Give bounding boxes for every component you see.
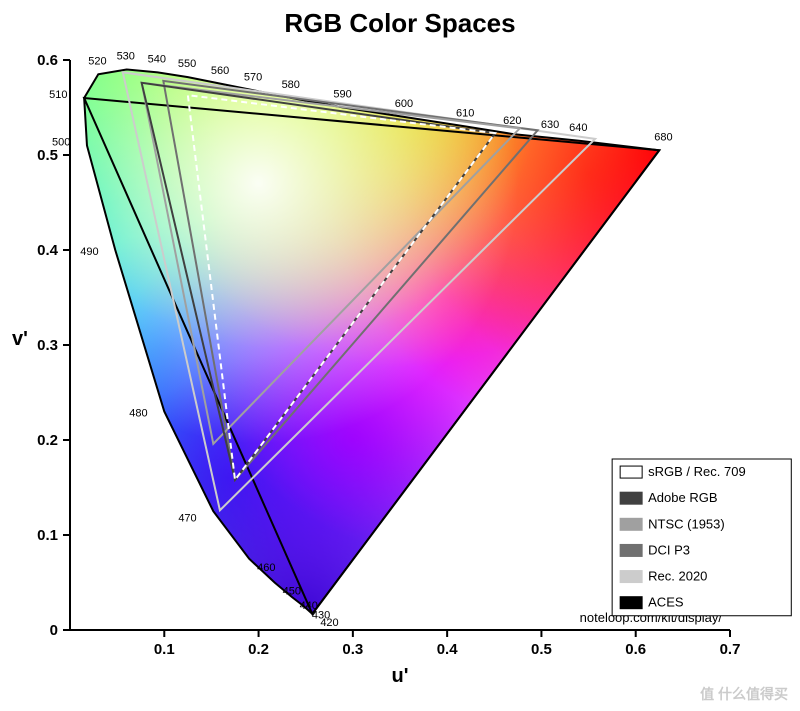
wavelength-label: 590 bbox=[333, 89, 351, 101]
legend-label: Rec. 2020 bbox=[648, 569, 707, 584]
chromaticity-chart: RGB Color Spaces420430440450460470480490… bbox=[0, 0, 800, 711]
wavelength-label: 570 bbox=[244, 71, 262, 83]
y-tick-label: 0.4 bbox=[37, 242, 59, 259]
y-tick-label: 0.3 bbox=[37, 337, 58, 354]
wavelength-label: 470 bbox=[178, 512, 196, 524]
legend-label: DCI P3 bbox=[648, 542, 690, 557]
chart-title: RGB Color Spaces bbox=[284, 8, 515, 38]
y-axis-label: v' bbox=[12, 328, 28, 350]
x-tick-label: 0.6 bbox=[625, 641, 646, 658]
wavelength-label: 630 bbox=[541, 119, 559, 131]
legend-swatch bbox=[620, 597, 642, 609]
legend-swatch bbox=[620, 466, 642, 478]
x-tick-label: 0.4 bbox=[437, 641, 459, 658]
watermark: 值 什么值得买 bbox=[700, 686, 788, 702]
wavelength-label: 580 bbox=[282, 79, 300, 91]
wavelength-label: 560 bbox=[211, 65, 229, 77]
x-axis-label: u' bbox=[392, 665, 409, 687]
wavelength-label: 520 bbox=[88, 55, 106, 67]
legend-swatch bbox=[620, 492, 642, 504]
wavelength-label: 550 bbox=[178, 58, 196, 70]
legend-label: ACES bbox=[648, 595, 684, 610]
wavelength-label: 460 bbox=[257, 562, 275, 574]
legend-box bbox=[612, 459, 791, 616]
x-tick-label: 0.2 bbox=[248, 641, 269, 658]
legend-label: NTSC (1953) bbox=[648, 516, 725, 531]
wavelength-label: 490 bbox=[80, 246, 98, 258]
wavelength-label: 480 bbox=[129, 408, 147, 420]
legend-label: Adobe RGB bbox=[648, 490, 717, 505]
wavelength-label: 450 bbox=[283, 586, 301, 598]
wavelength-label: 540 bbox=[148, 53, 166, 65]
x-tick-label: 0.3 bbox=[342, 641, 363, 658]
wavelength-label: 600 bbox=[395, 98, 413, 110]
wavelength-label: 640 bbox=[569, 122, 587, 134]
x-tick-label: 0.5 bbox=[531, 641, 552, 658]
wavelength-label: 510 bbox=[49, 89, 67, 101]
legend-label: sRGB / Rec. 709 bbox=[648, 464, 746, 479]
y-tick-label: 0.5 bbox=[37, 147, 58, 164]
y-tick-label: 0 bbox=[50, 622, 58, 639]
y-tick-label: 0.1 bbox=[37, 527, 58, 544]
legend-swatch bbox=[620, 544, 642, 556]
y-tick-label: 0.2 bbox=[37, 432, 58, 449]
y-tick-label: 0.6 bbox=[37, 52, 58, 69]
wavelength-label: 680 bbox=[654, 131, 672, 143]
wavelength-label: 530 bbox=[117, 51, 135, 63]
x-tick-label: 0.7 bbox=[720, 641, 741, 658]
legend-swatch bbox=[620, 571, 642, 583]
legend-swatch bbox=[620, 518, 642, 530]
wavelength-label: 610 bbox=[456, 108, 474, 120]
x-tick-label: 0.1 bbox=[154, 641, 175, 658]
